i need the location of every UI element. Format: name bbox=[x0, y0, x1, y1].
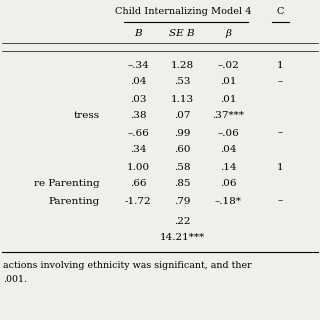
Text: .07: .07 bbox=[174, 111, 190, 121]
Text: .58: .58 bbox=[174, 163, 190, 172]
Text: .04: .04 bbox=[220, 146, 236, 155]
Text: .38: .38 bbox=[130, 111, 146, 121]
Text: .14: .14 bbox=[220, 163, 236, 172]
Text: .66: .66 bbox=[130, 180, 146, 188]
Text: .03: .03 bbox=[130, 94, 146, 103]
Text: –.18*: –.18* bbox=[215, 196, 241, 205]
Text: C: C bbox=[276, 7, 284, 17]
Text: Child Internalizing Model 4: Child Internalizing Model 4 bbox=[115, 7, 251, 17]
Text: 1.28: 1.28 bbox=[171, 60, 194, 69]
Text: –.66: –.66 bbox=[127, 129, 149, 138]
Text: .01: .01 bbox=[220, 94, 236, 103]
Text: –.06: –.06 bbox=[217, 129, 239, 138]
Text: 1: 1 bbox=[277, 60, 283, 69]
Text: -1.72: -1.72 bbox=[125, 196, 151, 205]
Text: Parenting: Parenting bbox=[49, 196, 100, 205]
Text: –: – bbox=[277, 129, 283, 138]
Text: .06: .06 bbox=[220, 180, 236, 188]
Text: .99: .99 bbox=[174, 129, 190, 138]
Text: 1.13: 1.13 bbox=[171, 94, 194, 103]
Text: .79: .79 bbox=[174, 196, 190, 205]
Text: SE B: SE B bbox=[169, 28, 195, 37]
Text: 14.21***: 14.21*** bbox=[159, 233, 204, 242]
Text: .53: .53 bbox=[174, 77, 190, 86]
Text: –: – bbox=[277, 77, 283, 86]
Text: re Parenting: re Parenting bbox=[34, 180, 100, 188]
Text: .37***: .37*** bbox=[212, 111, 244, 121]
Text: .01: .01 bbox=[220, 77, 236, 86]
Text: .04: .04 bbox=[130, 77, 146, 86]
Text: B: B bbox=[134, 28, 142, 37]
Text: –.34: –.34 bbox=[127, 60, 149, 69]
Text: –.02: –.02 bbox=[217, 60, 239, 69]
Text: tress: tress bbox=[74, 111, 100, 121]
Text: 1.00: 1.00 bbox=[126, 163, 149, 172]
Text: actions involving ethnicity was significant, and ther: actions involving ethnicity was signific… bbox=[3, 260, 252, 269]
Text: .22: .22 bbox=[174, 218, 190, 227]
Text: .001.: .001. bbox=[3, 276, 27, 284]
Text: –: – bbox=[277, 196, 283, 205]
Text: .60: .60 bbox=[174, 146, 190, 155]
Text: 1: 1 bbox=[277, 163, 283, 172]
Text: .34: .34 bbox=[130, 146, 146, 155]
Text: β: β bbox=[225, 28, 231, 37]
Text: .85: .85 bbox=[174, 180, 190, 188]
